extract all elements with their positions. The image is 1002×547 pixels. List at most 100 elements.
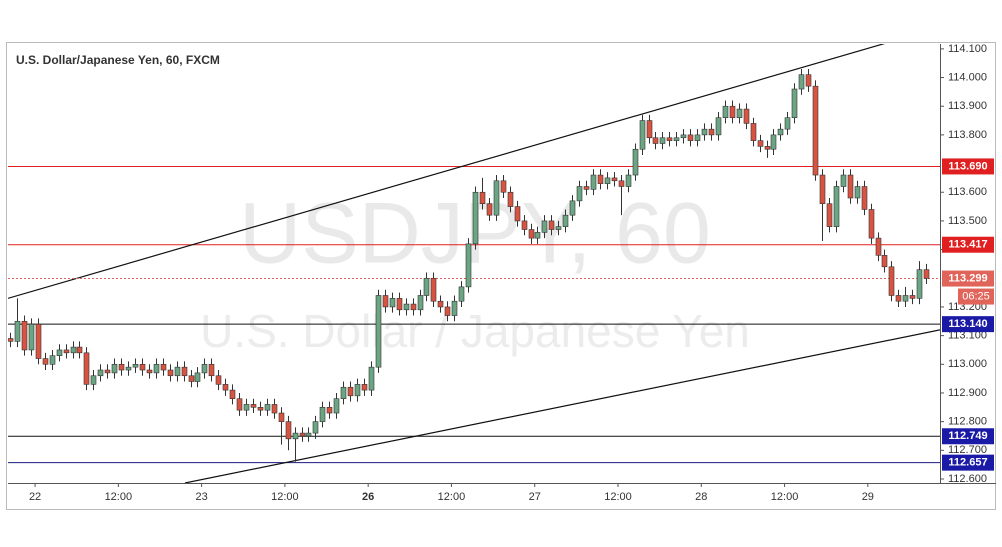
candle-body (764, 146, 771, 150)
candle-body (694, 134, 701, 141)
candle-body (285, 421, 292, 440)
candle-body (652, 137, 659, 144)
level-label: 113.140 (948, 318, 987, 330)
candle-body (347, 386, 354, 397)
last-price-label-box (942, 270, 994, 287)
candle-body (340, 386, 347, 399)
candle-body (423, 277, 430, 296)
candle-body (125, 366, 132, 371)
candle-body (271, 404, 278, 414)
candle-body (90, 375, 97, 385)
candle-body (569, 200, 576, 216)
candle-body (368, 366, 375, 391)
candle-body (521, 220, 528, 230)
trend-line (184, 329, 940, 483)
candle-body (292, 432, 299, 440)
x-tick-label: 27 (529, 491, 541, 503)
candle-body (437, 300, 444, 308)
candle-body (451, 300, 458, 316)
candle-body (639, 120, 646, 150)
countdown-box (958, 288, 994, 305)
y-tick-label: 112.600 (948, 473, 987, 485)
countdown-label: 06:25 (962, 290, 990, 302)
level-label-box (942, 236, 994, 253)
candle-body (798, 74, 805, 90)
candle-body (708, 128, 715, 136)
candle-body (76, 346, 83, 354)
candle-body (528, 229, 535, 239)
candle-body (534, 232, 541, 239)
candle-body (576, 186, 583, 202)
candle-body (701, 128, 708, 136)
candle-body (916, 269, 923, 299)
candle-body (673, 137, 680, 141)
candle-body (146, 369, 153, 374)
candle-body (868, 209, 875, 239)
candle-body (160, 363, 167, 371)
candle-body (319, 407, 326, 422)
candle-body (63, 349, 70, 354)
candle-body (139, 363, 146, 371)
candle-body (312, 421, 319, 434)
level-label-box (942, 316, 994, 333)
y-tick-label: 113.600 (948, 186, 987, 198)
level-label: 113.690 (948, 160, 987, 172)
watermark-subtitle: U.S. Dollar / Japanese Yen (200, 305, 750, 357)
candle-body (333, 398, 340, 414)
y-tick-label: 112.800 (948, 416, 987, 428)
candle-body (819, 174, 826, 205)
candle-body (715, 117, 722, 136)
candle-body (42, 358, 49, 365)
candle-body (326, 407, 333, 414)
candle-body (132, 363, 139, 368)
candle-body (396, 298, 403, 311)
candle-body (611, 177, 618, 182)
candle-body (167, 369, 174, 377)
y-tick-label: 114.100 (948, 43, 987, 55)
trend-line (8, 44, 886, 299)
candle-body (14, 320, 21, 342)
candle-body (389, 298, 396, 308)
candle-body (472, 191, 479, 245)
candle-body (750, 123, 757, 141)
candle-body (70, 346, 77, 354)
candle-body (555, 226, 562, 230)
candle-body (104, 369, 111, 374)
candle-body (909, 295, 916, 299)
candle-body (847, 174, 854, 199)
x-tick-label: 23 (195, 491, 207, 503)
x-tick-label: 12:00 (604, 491, 632, 503)
candle-body (548, 220, 555, 230)
x-tick-label: 12:00 (438, 491, 466, 503)
candle-body (770, 134, 777, 150)
candle-body (541, 220, 548, 233)
candle-body (417, 295, 424, 311)
candle-body (56, 349, 63, 356)
candle-body (861, 186, 868, 210)
candle-body (21, 320, 28, 351)
candle-body (264, 404, 271, 411)
candle-body (153, 363, 160, 374)
candle-body (722, 105, 729, 118)
candle-body (465, 243, 472, 288)
candle-body (854, 186, 861, 199)
candle-body (590, 174, 597, 190)
candle-body (8, 338, 14, 342)
candle-body (895, 295, 902, 302)
candle-body (97, 369, 104, 377)
candle-body (659, 137, 666, 144)
candle-body (257, 407, 264, 411)
candle-body (444, 306, 451, 316)
candle-body (507, 191, 514, 207)
candle-body (646, 120, 653, 139)
candle-body (278, 412, 285, 422)
candle-body (500, 180, 507, 193)
candle-body (215, 375, 222, 385)
candle-body (791, 88, 798, 118)
chart-title: U.S. Dollar/Japanese Yen, 60, FXCM (16, 53, 220, 67)
candle-body (222, 384, 229, 391)
candle-body (902, 295, 909, 302)
candle-body (486, 203, 493, 216)
candle-body (597, 174, 604, 184)
